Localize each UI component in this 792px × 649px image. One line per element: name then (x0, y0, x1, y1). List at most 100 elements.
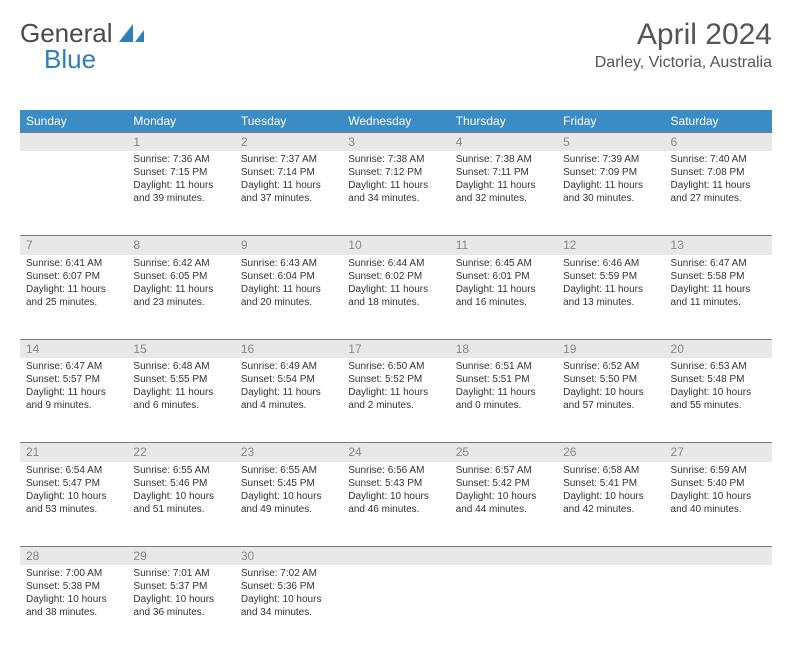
sunset-line: Sunset: 5:54 PM (241, 373, 336, 386)
calendar-cell: Sunrise: 6:41 AMSunset: 6:07 PMDaylight:… (20, 255, 127, 340)
day-details: Sunrise: 7:37 AMSunset: 7:14 PMDaylight:… (235, 151, 342, 209)
day-details: Sunrise: 6:46 AMSunset: 5:59 PMDaylight:… (557, 255, 664, 313)
logo-word-2: Blue (44, 44, 96, 75)
header: General April 2024 Darley, Victoria, Aus… (20, 18, 772, 80)
day-number: 5 (557, 133, 664, 151)
sunrise-line: Sunrise: 6:43 AM (241, 257, 336, 270)
day-number: 3 (342, 133, 449, 151)
day-details: Sunrise: 7:38 AMSunset: 7:11 PMDaylight:… (450, 151, 557, 209)
day-details: Sunrise: 7:02 AMSunset: 5:36 PMDaylight:… (235, 565, 342, 623)
sunset-line: Sunset: 5:42 PM (456, 477, 551, 490)
month-title: April 2024 (595, 18, 772, 52)
logo-sail-icon (119, 24, 145, 44)
calendar-cell (450, 565, 557, 649)
day-details: Sunrise: 6:53 AMSunset: 5:48 PMDaylight:… (665, 358, 772, 416)
day-number (20, 133, 127, 151)
calendar-row: Sunrise: 6:54 AMSunset: 5:47 PMDaylight:… (20, 462, 772, 547)
day-details: Sunrise: 7:00 AMSunset: 5:38 PMDaylight:… (20, 565, 127, 623)
sunrise-line: Sunrise: 6:47 AM (671, 257, 766, 270)
weekday-header: Sunday (20, 110, 127, 133)
day-number: 7 (20, 236, 127, 254)
calendar-grid: Sunday Monday Tuesday Wednesday Thursday… (20, 110, 772, 649)
sunset-line: Sunset: 5:46 PM (133, 477, 228, 490)
calendar-cell: Sunrise: 6:47 AMSunset: 5:57 PMDaylight:… (20, 358, 127, 443)
daylight-line: Daylight: 10 hours and 38 minutes. (26, 593, 121, 619)
sunrise-line: Sunrise: 7:01 AM (133, 567, 228, 580)
sunset-line: Sunset: 5:37 PM (133, 580, 228, 593)
daylight-line: Daylight: 11 hours and 27 minutes. (671, 179, 766, 205)
calendar-cell: Sunrise: 6:47 AMSunset: 5:58 PMDaylight:… (665, 255, 772, 340)
day-details: Sunrise: 7:38 AMSunset: 7:12 PMDaylight:… (342, 151, 449, 209)
sunset-line: Sunset: 7:14 PM (241, 166, 336, 179)
calendar-cell: Sunrise: 7:36 AMSunset: 7:15 PMDaylight:… (127, 151, 234, 236)
daynum-row: 14151617181920 (20, 339, 772, 358)
sunrise-line: Sunrise: 6:44 AM (348, 257, 443, 270)
day-details: Sunrise: 7:36 AMSunset: 7:15 PMDaylight:… (127, 151, 234, 209)
calendar-row: Sunrise: 7:36 AMSunset: 7:15 PMDaylight:… (20, 151, 772, 236)
sunrise-line: Sunrise: 6:45 AM (456, 257, 551, 270)
weekday-header: Monday (127, 110, 234, 133)
daylight-line: Daylight: 11 hours and 32 minutes. (456, 179, 551, 205)
calendar-cell: Sunrise: 7:37 AMSunset: 7:14 PMDaylight:… (235, 151, 342, 236)
sunset-line: Sunset: 5:43 PM (348, 477, 443, 490)
sunset-line: Sunset: 6:02 PM (348, 270, 443, 283)
day-details: Sunrise: 6:47 AMSunset: 5:58 PMDaylight:… (665, 255, 772, 313)
sunset-line: Sunset: 6:07 PM (26, 270, 121, 283)
daylight-line: Daylight: 11 hours and 9 minutes. (26, 386, 121, 412)
sunrise-line: Sunrise: 6:50 AM (348, 360, 443, 373)
day-details: Sunrise: 6:48 AMSunset: 5:55 PMDaylight:… (127, 358, 234, 416)
sunrise-line: Sunrise: 6:55 AM (241, 464, 336, 477)
daylight-line: Daylight: 10 hours and 55 minutes. (671, 386, 766, 412)
day-number: 20 (665, 340, 772, 358)
sunrise-line: Sunrise: 6:53 AM (671, 360, 766, 373)
daynum-row: 78910111213 (20, 236, 772, 255)
sunset-line: Sunset: 5:55 PM (133, 373, 228, 386)
calendar-cell: Sunrise: 6:46 AMSunset: 5:59 PMDaylight:… (557, 255, 664, 340)
sunset-line: Sunset: 5:59 PM (563, 270, 658, 283)
day-number: 11 (450, 236, 557, 254)
daylight-line: Daylight: 11 hours and 37 minutes. (241, 179, 336, 205)
weekday-header: Friday (557, 110, 664, 133)
day-number: 13 (665, 236, 772, 254)
calendar-page: General April 2024 Darley, Victoria, Aus… (0, 0, 792, 612)
sunset-line: Sunset: 6:01 PM (456, 270, 551, 283)
calendar-cell: Sunrise: 7:02 AMSunset: 5:36 PMDaylight:… (235, 565, 342, 649)
calendar-cell (342, 565, 449, 649)
sunset-line: Sunset: 5:36 PM (241, 580, 336, 593)
calendar-cell: Sunrise: 6:55 AMSunset: 5:46 PMDaylight:… (127, 462, 234, 547)
calendar-cell: Sunrise: 6:49 AMSunset: 5:54 PMDaylight:… (235, 358, 342, 443)
location: Darley, Victoria, Australia (595, 54, 772, 72)
day-details: Sunrise: 6:50 AMSunset: 5:52 PMDaylight:… (342, 358, 449, 416)
calendar-cell: Sunrise: 6:48 AMSunset: 5:55 PMDaylight:… (127, 358, 234, 443)
day-number: 26 (557, 443, 664, 461)
calendar-cell: Sunrise: 6:57 AMSunset: 5:42 PMDaylight:… (450, 462, 557, 547)
daylight-line: Daylight: 11 hours and 6 minutes. (133, 386, 228, 412)
sunset-line: Sunset: 7:11 PM (456, 166, 551, 179)
sunrise-line: Sunrise: 7:36 AM (133, 153, 228, 166)
day-number: 9 (235, 236, 342, 254)
day-details: Sunrise: 7:39 AMSunset: 7:09 PMDaylight:… (557, 151, 664, 209)
daylight-line: Daylight: 10 hours and 46 minutes. (348, 490, 443, 516)
day-details: Sunrise: 7:40 AMSunset: 7:08 PMDaylight:… (665, 151, 772, 209)
calendar-cell: Sunrise: 7:38 AMSunset: 7:12 PMDaylight:… (342, 151, 449, 236)
daylight-line: Daylight: 10 hours and 34 minutes. (241, 593, 336, 619)
daylight-line: Daylight: 11 hours and 23 minutes. (133, 283, 228, 309)
weekday-header-row: Sunday Monday Tuesday Wednesday Thursday… (20, 110, 772, 133)
sunrise-line: Sunrise: 6:48 AM (133, 360, 228, 373)
daylight-line: Daylight: 10 hours and 40 minutes. (671, 490, 766, 516)
daylight-line: Daylight: 11 hours and 11 minutes. (671, 283, 766, 309)
daylight-line: Daylight: 11 hours and 30 minutes. (563, 179, 658, 205)
day-details: Sunrise: 6:42 AMSunset: 6:05 PMDaylight:… (127, 255, 234, 313)
daylight-line: Daylight: 11 hours and 0 minutes. (456, 386, 551, 412)
sunset-line: Sunset: 5:41 PM (563, 477, 658, 490)
day-number: 22 (127, 443, 234, 461)
day-details: Sunrise: 6:45 AMSunset: 6:01 PMDaylight:… (450, 255, 557, 313)
sunset-line: Sunset: 5:40 PM (671, 477, 766, 490)
day-number (450, 547, 557, 565)
calendar-cell: Sunrise: 6:55 AMSunset: 5:45 PMDaylight:… (235, 462, 342, 547)
calendar-cell: Sunrise: 7:38 AMSunset: 7:11 PMDaylight:… (450, 151, 557, 236)
day-number: 16 (235, 340, 342, 358)
day-number: 2 (235, 133, 342, 151)
sunset-line: Sunset: 5:48 PM (671, 373, 766, 386)
sunset-line: Sunset: 5:52 PM (348, 373, 443, 386)
